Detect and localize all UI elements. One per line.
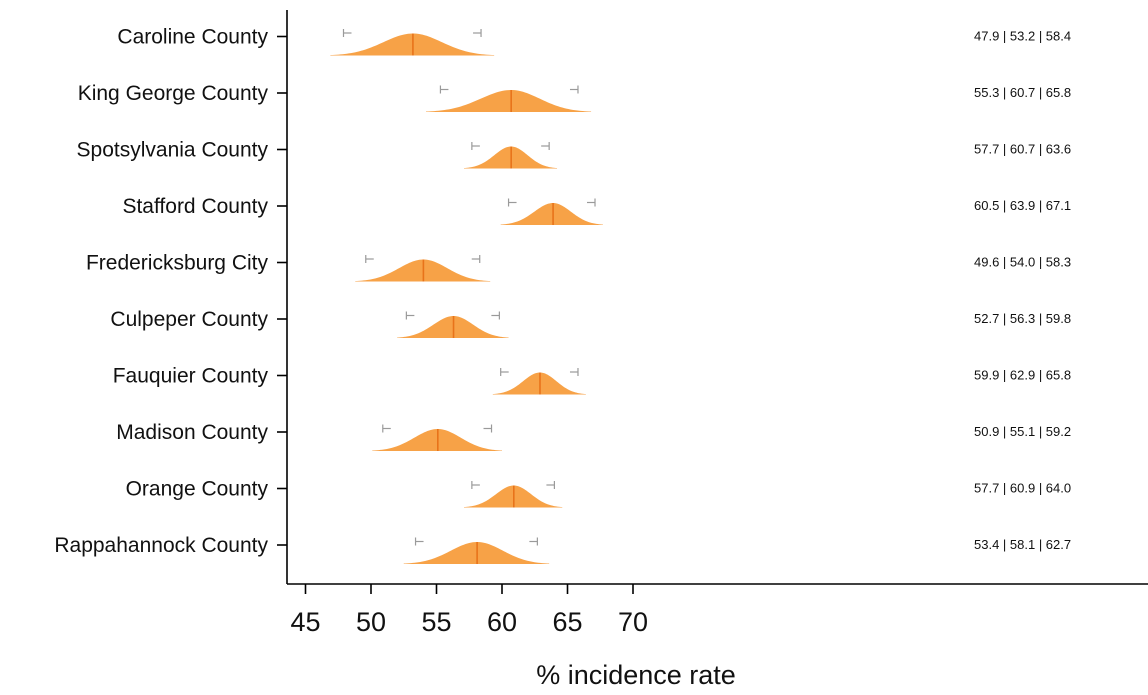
chart-rows: Caroline County 47.9 | 53.2 | 58.4 King Ge…	[54, 26, 1071, 564]
x-tick-label: 60	[487, 607, 517, 637]
county-row: Spotsylvania County 57.7 | 60.7 | 63.6	[77, 139, 1071, 169]
county-row: Stafford County 60.5 | 63.9 | 67.1	[122, 195, 1071, 225]
value-label: 57.7 | 60.7 | 63.6	[974, 142, 1071, 157]
x-axis-ticks: 45 50 55 60 65 70	[290, 584, 648, 637]
county-label: Rappahannock County	[54, 534, 268, 557]
county-row: Rappahannock County 53.4 | 58.1 | 62.7	[54, 534, 1071, 564]
county-label: Madison County	[116, 421, 268, 444]
county-label: Spotsylvania County	[77, 139, 269, 162]
value-label: 52.7 | 56.3 | 59.8	[974, 311, 1071, 326]
x-tick-label: 45	[290, 607, 320, 637]
value-label: 50.9 | 55.1 | 59.2	[974, 424, 1071, 439]
county-row: Orange County 57.7 | 60.9 | 64.0	[126, 478, 1071, 508]
density-shape	[426, 90, 592, 112]
county-label: Culpeper County	[110, 308, 268, 331]
county-label: Caroline County	[117, 26, 268, 49]
county-label: Orange County	[126, 478, 269, 501]
value-label: 47.9 | 53.2 | 58.4	[974, 29, 1071, 44]
county-label: Fauquier County	[113, 365, 269, 388]
county-row: Fredericksburg City 49.6 | 54.0 | 58.3	[86, 252, 1071, 282]
value-label: 53.4 | 58.1 | 62.7	[974, 537, 1071, 552]
county-row: Madison County 50.9 | 55.1 | 59.2	[116, 421, 1071, 451]
county-label: King George County	[78, 82, 269, 105]
county-label: Stafford County	[122, 195, 268, 218]
value-label: 59.9 | 62.9 | 65.8	[974, 368, 1071, 383]
value-label: 60.5 | 63.9 | 67.1	[974, 198, 1071, 213]
density-shape	[500, 203, 603, 225]
county-label: Fredericksburg City	[86, 252, 269, 275]
county-row: Fauquier County 59.9 | 62.9 | 65.8	[113, 365, 1071, 395]
county-row: Caroline County 47.9 | 53.2 | 58.4	[117, 26, 1071, 56]
x-axis-title: % incidence rate	[536, 660, 736, 690]
county-row: Culpeper County 52.7 | 56.3 | 59.8	[110, 308, 1071, 338]
value-label: 55.3 | 60.7 | 65.8	[974, 85, 1071, 100]
value-label: 49.6 | 54.0 | 58.3	[974, 255, 1071, 270]
county-row: King George County 55.3 | 60.7 | 65.8	[78, 82, 1071, 112]
x-tick-label: 50	[356, 607, 386, 637]
x-tick-label: 70	[618, 607, 648, 637]
x-tick-label: 55	[421, 607, 451, 637]
x-tick-label: 65	[552, 607, 582, 637]
value-label: 57.7 | 60.9 | 64.0	[974, 481, 1071, 496]
